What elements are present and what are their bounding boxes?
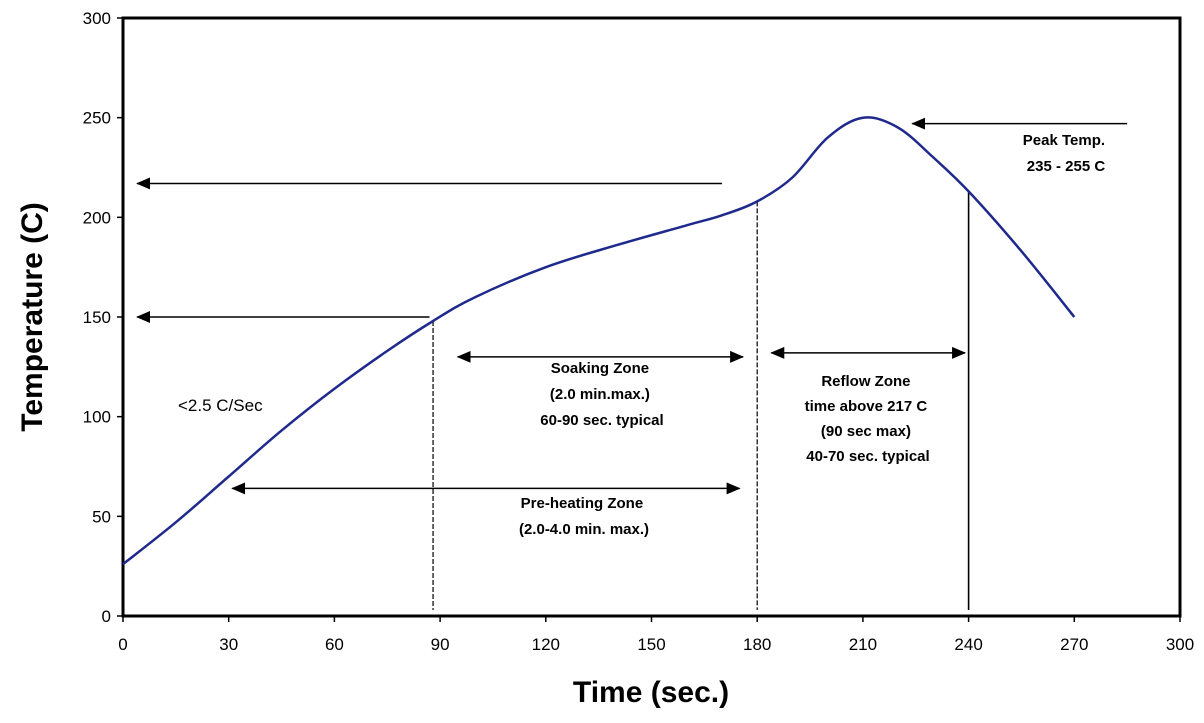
x-tick-label: 150 <box>637 635 665 654</box>
y-tick-label: 50 <box>92 507 111 526</box>
x-tick-label: 180 <box>743 635 771 654</box>
annotation-soaking-line: 60-90 sec. typical <box>540 412 663 429</box>
x-tick-label: 120 <box>532 635 560 654</box>
x-tick-label: 210 <box>849 635 877 654</box>
annotation-soaking-line: Soaking Zone <box>551 360 649 377</box>
annotation-reflow-line: Reflow Zone <box>821 373 910 390</box>
y-axis-title: Temperature (C) <box>16 202 49 431</box>
x-tick-label: 60 <box>325 635 344 654</box>
annotation-reflow-line: (90 sec max) <box>821 423 911 440</box>
y-tick-label: 200 <box>83 208 111 227</box>
series-line-temperature <box>122 116 1076 566</box>
annotation-reflow-line: 40-70 sec. typical <box>806 448 929 465</box>
annotation-soaking-zone: Soaking Zone (2.0 min.max.) 60-90 sec. t… <box>540 360 663 429</box>
annotation-preheating-line: Pre-heating Zone <box>521 495 644 512</box>
annotation-reflow-line: time above 217 C <box>805 398 928 415</box>
x-axis-title: Time (sec.) <box>573 676 729 709</box>
annotation-preheating-zone: Pre-heating Zone (2.0-4.0 min. max.) <box>519 495 649 538</box>
annotation-rate: <2.5 C/Sec <box>178 396 263 415</box>
annotation-soaking-line: (2.0 min.max.) <box>550 386 650 403</box>
x-tick-label: 240 <box>954 635 982 654</box>
x-tick-label: 90 <box>431 635 450 654</box>
x-tick-label: 300 <box>1166 635 1194 654</box>
annotation-peak-line: Peak Temp. <box>1023 132 1105 149</box>
annotation-rate-line: <2.5 C/Sec <box>178 396 263 415</box>
y-tick-label: 100 <box>83 408 111 427</box>
y-tick-label: 0 <box>102 607 111 626</box>
annotation-reflow-zone: Reflow Zone time above 217 C (90 sec max… <box>805 373 932 465</box>
y-tick-label: 250 <box>83 109 111 128</box>
y-tick-label: 300 <box>83 9 111 28</box>
annotation-peak-temp: Peak Temp. 235 - 255 C <box>1023 132 1109 175</box>
x-tick-label: 30 <box>219 635 238 654</box>
annotation-peak-line: 235 - 255 C <box>1027 158 1106 175</box>
x-tick-label: 0 <box>118 635 127 654</box>
annotation-preheating-line: (2.0-4.0 min. max.) <box>519 521 649 538</box>
x-tick-label: 270 <box>1060 635 1088 654</box>
y-tick-label: 150 <box>83 308 111 327</box>
